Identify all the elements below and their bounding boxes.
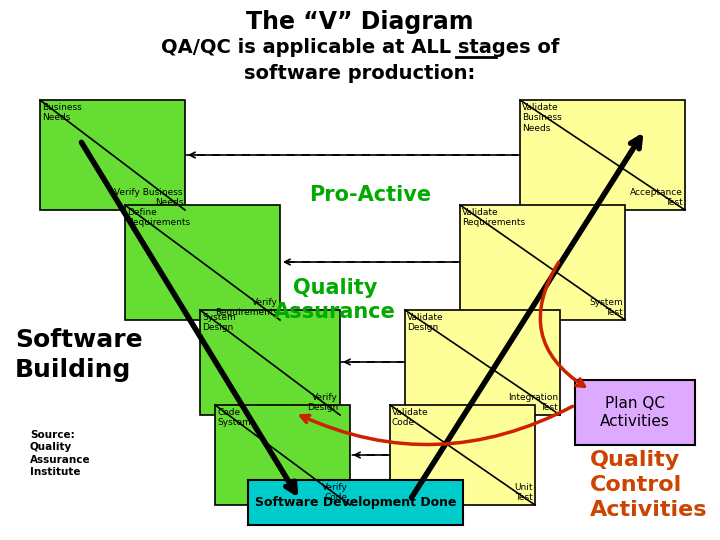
Bar [125, 205, 280, 320]
Text: Software
Building: Software Building [15, 328, 143, 382]
Bar [40, 100, 185, 210]
Bar [575, 380, 695, 445]
Text: QA/QC is applicable at ALL stages of: QA/QC is applicable at ALL stages of [161, 38, 559, 57]
Text: Integration
Test: Integration Test [508, 393, 558, 412]
Text: Validate
Design: Validate Design [407, 313, 444, 333]
Bar [248, 480, 463, 525]
Text: Software Development Done: Software Development Done [255, 496, 456, 509]
Bar [200, 310, 340, 415]
Text: Acceptance
Test: Acceptance Test [630, 187, 683, 207]
Text: Quality
Assurance: Quality Assurance [274, 278, 396, 322]
Bar [520, 100, 685, 210]
Text: Validate
Business
Needs: Validate Business Needs [522, 103, 562, 133]
Text: Source:
Quality
Assurance
Institute: Source: Quality Assurance Institute [30, 430, 91, 477]
Bar [215, 405, 350, 505]
Bar [405, 310, 560, 415]
Text: software production:: software production: [244, 64, 476, 83]
Text: System
Design: System Design [202, 313, 235, 333]
Text: Business
Needs: Business Needs [42, 103, 82, 123]
Bar [390, 405, 535, 505]
Text: Verify
Code: Verify Code [322, 483, 348, 502]
Text: Code
System: Code System [217, 408, 251, 427]
Text: Validate
Code: Validate Code [392, 408, 428, 427]
Text: Pro-Active: Pro-Active [309, 185, 431, 205]
Text: Unit
Test: Unit Test [515, 483, 533, 502]
Text: Verify
Design: Verify Design [307, 393, 338, 412]
Text: Verify Business
Needs: Verify Business Needs [114, 187, 183, 207]
Text: Validate
Requirements: Validate Requirements [462, 208, 525, 227]
Text: The “V” Diagram: The “V” Diagram [246, 10, 474, 34]
Text: Define
Requirements: Define Requirements [127, 208, 190, 227]
Text: Verify
Requirements: Verify Requirements [215, 298, 278, 317]
Text: Plan QC
Activities: Plan QC Activities [600, 396, 670, 429]
Bar [460, 205, 625, 320]
Text: Quality
Control
Activities: Quality Control Activities [590, 450, 708, 519]
Text: System
Test: System Test [589, 298, 623, 317]
